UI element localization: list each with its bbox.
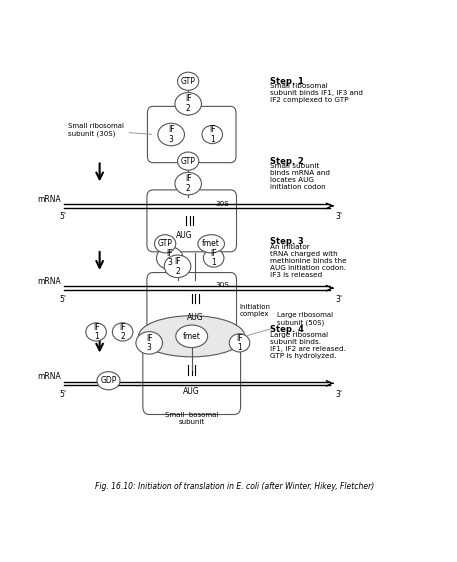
Text: Initiation
complex: Initiation complex xyxy=(239,304,271,317)
Text: fmet: fmet xyxy=(202,239,220,248)
Text: Small  bosomal
subunit: Small bosomal subunit xyxy=(165,412,218,425)
Text: AUG: AUG xyxy=(183,387,200,396)
Ellipse shape xyxy=(175,173,202,195)
Text: 30S: 30S xyxy=(215,282,229,288)
Ellipse shape xyxy=(97,371,120,390)
Text: IF
2: IF 2 xyxy=(185,94,191,113)
Text: IF
2: IF 2 xyxy=(174,257,181,275)
Text: 3': 3' xyxy=(335,390,342,399)
Text: IF
3: IF 3 xyxy=(168,125,175,144)
FancyBboxPatch shape xyxy=(148,106,236,162)
Text: IF
1: IF 1 xyxy=(93,323,99,341)
Ellipse shape xyxy=(158,123,185,146)
Ellipse shape xyxy=(202,125,223,144)
Text: 5': 5' xyxy=(59,294,66,303)
Text: Fig. 16.10: Initiation of translation in E. coli (after Winter, Hikey, Fletcher): Fig. 16.10: Initiation of translation in… xyxy=(95,482,374,491)
Ellipse shape xyxy=(154,235,176,253)
Text: IF
2: IF 2 xyxy=(119,323,126,341)
Ellipse shape xyxy=(112,323,133,341)
Text: IF
1: IF 1 xyxy=(210,249,217,268)
Text: 5': 5' xyxy=(59,212,66,221)
Text: Step. 3: Step. 3 xyxy=(270,237,303,246)
Ellipse shape xyxy=(156,247,183,269)
Ellipse shape xyxy=(86,323,106,341)
Text: Large ribosomal
subunit (50S): Large ribosomal subunit (50S) xyxy=(248,312,333,336)
Text: mRNA: mRNA xyxy=(37,195,61,204)
Text: GTP: GTP xyxy=(158,239,173,248)
Ellipse shape xyxy=(138,316,245,357)
Text: 5': 5' xyxy=(59,390,66,399)
Text: fmet: fmet xyxy=(183,332,201,341)
Ellipse shape xyxy=(177,152,199,170)
Ellipse shape xyxy=(175,93,202,115)
Text: IF
1: IF 1 xyxy=(236,333,243,352)
Text: GTP: GTP xyxy=(181,77,196,86)
Text: AUG: AUG xyxy=(176,230,193,239)
Text: Large ribosomal
subunit binds.
IF1, IF2 are released.
GTP is hydrolyzed.: Large ribosomal subunit binds. IF1, IF2 … xyxy=(270,332,345,359)
Text: IF
2: IF 2 xyxy=(185,174,191,193)
Ellipse shape xyxy=(164,255,191,278)
Ellipse shape xyxy=(176,325,207,347)
Text: Step. 4: Step. 4 xyxy=(270,325,303,334)
Text: mRNA: mRNA xyxy=(37,277,61,286)
Text: GTP: GTP xyxy=(181,157,196,166)
Ellipse shape xyxy=(203,249,224,267)
Text: Small subunit
binds mRNA and
locates AUG
initiation codon: Small subunit binds mRNA and locates AUG… xyxy=(270,164,329,191)
Text: 3': 3' xyxy=(335,212,342,221)
Text: 3': 3' xyxy=(335,294,342,303)
Text: An initiator
tRNA charged with
methionine binds the
AUG initiation codon.
IF3 is: An initiator tRNA charged with methionin… xyxy=(270,244,346,278)
Text: AUG: AUG xyxy=(187,313,203,322)
Text: IF
3: IF 3 xyxy=(146,333,153,352)
Text: Small ribosomal
subunit binds IF1, IF3 and
IF2 complexed to GTP: Small ribosomal subunit binds IF1, IF3 a… xyxy=(270,83,363,103)
Ellipse shape xyxy=(177,72,199,90)
Ellipse shape xyxy=(198,235,224,253)
Text: Step. 1: Step. 1 xyxy=(270,77,303,86)
Text: 30S: 30S xyxy=(215,201,229,206)
FancyBboxPatch shape xyxy=(147,190,237,252)
FancyBboxPatch shape xyxy=(147,273,237,334)
Text: mRNA: mRNA xyxy=(37,372,61,381)
Text: IF
1: IF 1 xyxy=(209,125,216,144)
Ellipse shape xyxy=(229,334,250,352)
Text: Small ribosomal
subunit (30S): Small ribosomal subunit (30S) xyxy=(68,124,152,137)
Text: GDP: GDP xyxy=(100,376,117,385)
FancyBboxPatch shape xyxy=(143,347,240,415)
Ellipse shape xyxy=(136,332,163,354)
Text: IF
3: IF 3 xyxy=(166,249,173,268)
Text: Step. 2: Step. 2 xyxy=(270,157,303,166)
